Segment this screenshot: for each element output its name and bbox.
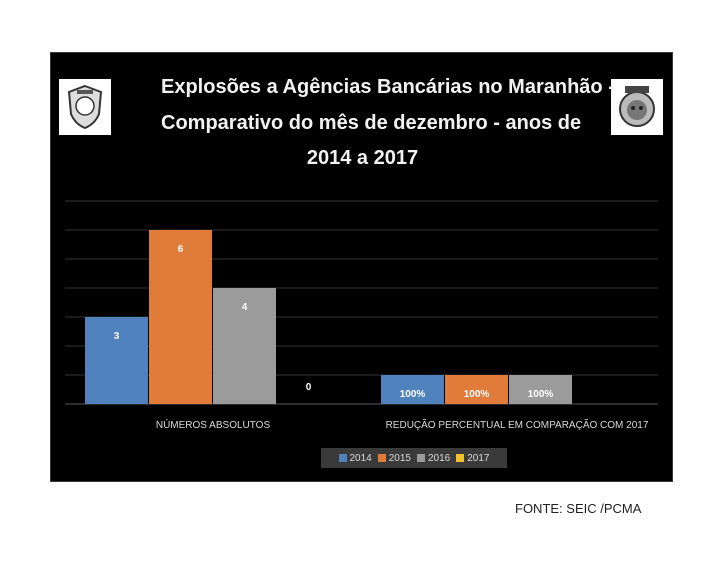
legend-label-2015: 2015 — [388, 452, 411, 464]
chart-title-line-3: 2014 a 2017 — [306, 147, 419, 169]
data-label-2017-0: 0 — [306, 382, 312, 393]
chart-plot: 3 6 4 0 NÚMEROS ABSOLUTOS 100% 100% 100% REDUÇÃO… — [65, 200, 658, 431]
data-label-2016-1: 100% — [528, 389, 554, 400]
legend-swatch-2014 — [338, 454, 347, 462]
bar-2015-1 — [445, 375, 508, 404]
data-label-2014-1: 100% — [400, 389, 426, 400]
data-label-2014-0: 3 — [114, 331, 120, 342]
police-badge-icon — [59, 79, 111, 135]
bar-2016-1 — [509, 375, 572, 404]
legend-label-2014: 2014 — [349, 452, 372, 464]
legend-item-2014: 2014 — [338, 452, 372, 464]
legend-swatch-2017 — [456, 454, 465, 462]
legend-label-2016: 2016 — [428, 452, 451, 464]
legend-item-2017: 2017 — [456, 452, 490, 464]
bar-2014-1 — [381, 375, 444, 404]
data-label-2016-0: 4 — [242, 302, 248, 313]
legend-swatch-2016 — [417, 454, 425, 462]
chart-panel: 3 6 4 0 NÚMEROS ABSOLUTOS 100% 100% 100% REDUÇÃO… — [50, 52, 673, 482]
data-label-2015-1: 100% — [464, 389, 490, 400]
chart-legend: 2014 2015 2016 2017 — [321, 448, 507, 468]
chart-title-line-1: Explosões a Agências Bancárias no Maranh… — [161, 76, 615, 98]
legend-swatch-2015 — [377, 454, 386, 462]
source-note: FONTE: SEIC /PCMA — [515, 501, 642, 516]
chart-title-line-2: Comparativo do mês de dezembro - anos de — [161, 112, 582, 134]
legend-item-2016: 2016 — [417, 453, 450, 464]
seic-emblem-icon — [611, 79, 663, 135]
bar-2016-0 — [213, 288, 276, 404]
bar-2015-0 — [149, 230, 212, 404]
data-label-2015-0: 6 — [178, 244, 184, 255]
category-label-1: REDUÇÃO PERCENTUAL EM COMPARAÇÃO COM 201… — [386, 418, 649, 431]
category-label-0: NÚMEROS ABSOLUTOS — [156, 418, 271, 431]
bar-2014-0 — [85, 317, 148, 404]
legend-label-2017: 2017 — [467, 452, 490, 464]
legend-item-2015: 2015 — [377, 452, 411, 464]
